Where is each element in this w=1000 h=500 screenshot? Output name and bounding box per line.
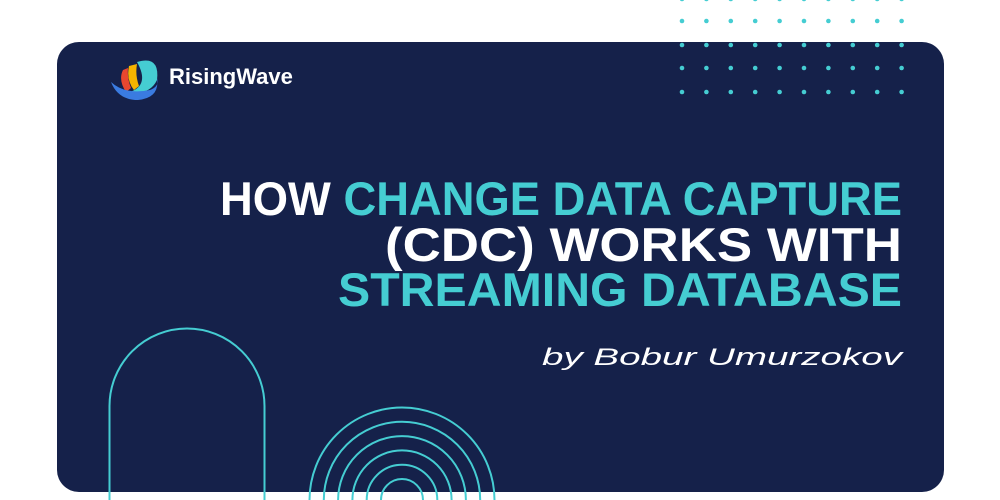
dot bbox=[899, 0, 904, 2]
dot bbox=[752, 18, 758, 24]
dot bbox=[679, 0, 685, 2]
dot bbox=[801, 42, 807, 48]
dot bbox=[826, 65, 831, 71]
banner-card bbox=[57, 42, 944, 492]
arc bbox=[365, 463, 439, 500]
dot bbox=[826, 18, 831, 24]
arc bbox=[337, 435, 467, 500]
author-byline: by Bobur Umurzokov bbox=[542, 344, 905, 371]
dot bbox=[850, 89, 856, 95]
dot bbox=[850, 0, 855, 2]
dot bbox=[679, 65, 685, 71]
dot bbox=[777, 89, 782, 95]
title-line-2: (CDC) WORKS WITH bbox=[385, 218, 902, 271]
title-line-1: HOW CHANGE DATA CAPTURE bbox=[220, 172, 902, 225]
arc bbox=[322, 420, 482, 500]
dot bbox=[801, 89, 807, 95]
arc bbox=[351, 449, 453, 500]
dot bbox=[728, 42, 734, 48]
dot bbox=[679, 18, 685, 24]
dot bbox=[752, 42, 758, 48]
dot bbox=[704, 0, 709, 2]
dot bbox=[777, 42, 782, 48]
dot bbox=[874, 65, 880, 71]
dot bbox=[777, 65, 782, 71]
dot bbox=[801, 0, 807, 2]
title-line-1-white: HOW bbox=[220, 172, 343, 225]
dot bbox=[801, 18, 807, 24]
dot bbox=[704, 89, 709, 95]
dot bbox=[850, 65, 856, 71]
dot bbox=[826, 42, 831, 48]
title-line-3: STREAMING DATABASE bbox=[338, 263, 902, 316]
dot bbox=[826, 89, 831, 95]
dot bbox=[875, 0, 880, 2]
brand-name: RisingWave bbox=[169, 64, 293, 89]
dot bbox=[679, 89, 685, 95]
dot-grid-decoration-card bbox=[679, 42, 904, 95]
dot bbox=[728, 65, 734, 71]
arc bbox=[380, 478, 424, 500]
dot bbox=[753, 0, 758, 2]
dot bbox=[874, 89, 880, 95]
dot bbox=[899, 89, 904, 95]
dot bbox=[777, 18, 782, 24]
dot bbox=[728, 89, 734, 95]
arch-decoration bbox=[108, 327, 266, 500]
dot bbox=[874, 18, 880, 24]
dot bbox=[752, 65, 758, 71]
dot bbox=[704, 18, 709, 24]
dot bbox=[777, 0, 782, 2]
risingwave-logo-icon bbox=[111, 60, 158, 100]
concentric-arcs-decoration bbox=[308, 406, 496, 500]
dot bbox=[704, 42, 709, 48]
dot bbox=[704, 65, 709, 71]
dot bbox=[899, 42, 904, 48]
dot bbox=[752, 89, 758, 95]
dot bbox=[899, 18, 904, 24]
title-line-1-accent: CHANGE DATA CAPTURE bbox=[343, 172, 902, 225]
arc bbox=[308, 406, 496, 500]
dot bbox=[801, 65, 807, 71]
dot bbox=[728, 18, 734, 24]
dot bbox=[874, 42, 880, 48]
dot-grid-decoration bbox=[679, 0, 904, 24]
dot bbox=[850, 42, 856, 48]
dot bbox=[826, 0, 831, 2]
dot bbox=[728, 0, 733, 2]
dot bbox=[850, 18, 856, 24]
dot bbox=[679, 42, 685, 48]
dot bbox=[899, 65, 904, 71]
